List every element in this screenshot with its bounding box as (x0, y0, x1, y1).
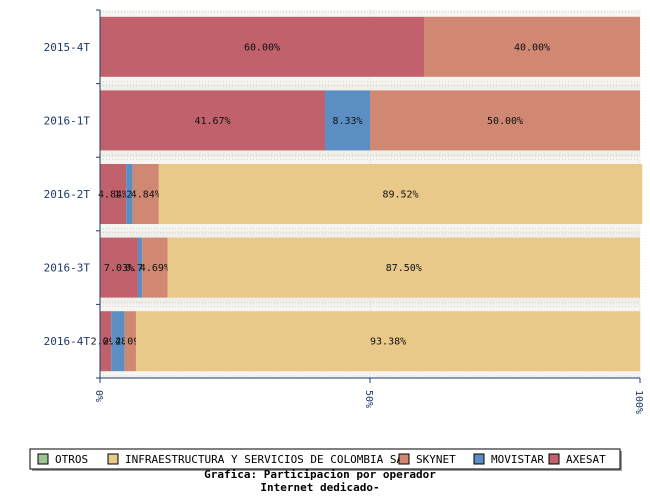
bar-segment-movistar (137, 237, 143, 298)
legend-label: MOVISTAR (491, 453, 544, 466)
data-label: 89.52% (382, 190, 418, 201)
x-tick-label: 100% (633, 390, 644, 414)
chart-subtitle: Internet dedicado- (260, 481, 379, 494)
legend-swatch (107, 453, 119, 465)
bar-segment-infraestructura-y-servicios-de-colombia-sas (135, 311, 641, 372)
bar-segment-skynet (424, 16, 640, 77)
bar-segment-movistar (126, 164, 133, 224)
y-tick-label: 2016-4T (44, 335, 91, 348)
y-tick-label: 2015-4T (44, 41, 91, 54)
data-label: 0.78% (125, 263, 155, 274)
axes: 2015-4T 2016-1T 2016-2T 2016-3T 2016-4T 0% 50%… (44, 9, 644, 414)
chart-titles: Grafica: Participacion por operador Inte… (204, 468, 436, 494)
data-label: 87.50% (386, 263, 422, 274)
bar-segment-infraestructura-y-servicios-de-colombia-sas (158, 164, 643, 224)
bar-segment-skynet (370, 90, 640, 151)
data-label: 2.09% (91, 337, 121, 348)
data-label: 2.09% (115, 337, 145, 348)
bar-segment-axesat (100, 311, 112, 372)
y-tick-label: 2016-2T (44, 188, 91, 201)
bar-segment-axesat (100, 16, 424, 77)
legend: OTROS INFRAESTRUCTURA Y SERVICIOS DE COLO… (29, 448, 622, 471)
chart-title: Grafica: Participacion por operador (204, 468, 436, 481)
bar-segment-skynet (132, 164, 159, 224)
bar-segment-axesat (100, 164, 127, 224)
x-tick-label: 0% (93, 390, 104, 402)
legend-swatch (473, 453, 485, 465)
bar-segment-axesat (100, 237, 138, 298)
data-label: 60.00% (244, 42, 280, 53)
bar-segment-axesat (100, 90, 326, 151)
bar-segments: 60.00% 40.00%41.67% 8.33% 50.00%4.84%1.21%4… (91, 16, 643, 372)
data-label: 93.38% (370, 337, 406, 348)
bar-segment-infraestructura-y-servicios-de-colombia-sas (167, 237, 640, 298)
legend-swatch (398, 453, 410, 465)
bar-segment-movistar (111, 311, 125, 372)
y-tick-label: 2016-1T (44, 114, 91, 127)
x-tick-label: 50% (363, 390, 374, 408)
data-label: 40.00% (514, 42, 550, 53)
data-label: 4.69% (140, 263, 170, 274)
data-label: 4.84% (131, 190, 161, 201)
y-tick-label: 2016-3T (44, 262, 91, 275)
legend-swatch (37, 453, 49, 465)
legend-label: AXESAT (566, 453, 606, 466)
legend-swatch (548, 453, 560, 465)
legend-label: SKYNET (416, 453, 456, 466)
data-label: 7.03% (104, 263, 134, 274)
bar-segment-skynet (124, 311, 136, 372)
legend-label: INFRAESTRUCTURA Y SERVICIOS DE COLOMBIA … (125, 453, 410, 466)
legend-box (29, 448, 621, 470)
data-label: 4.84% (98, 190, 128, 201)
data-label: 50.00% (487, 116, 523, 127)
data-label: 1.21% (114, 190, 144, 201)
legend-label: OTROS (55, 453, 88, 466)
data-label: 41.67% (194, 116, 230, 127)
bar-segment-movistar (325, 90, 370, 151)
data-label: 8.33% (332, 116, 362, 127)
data-label: 2.48% (103, 337, 133, 348)
bar-segment-skynet (142, 237, 168, 298)
